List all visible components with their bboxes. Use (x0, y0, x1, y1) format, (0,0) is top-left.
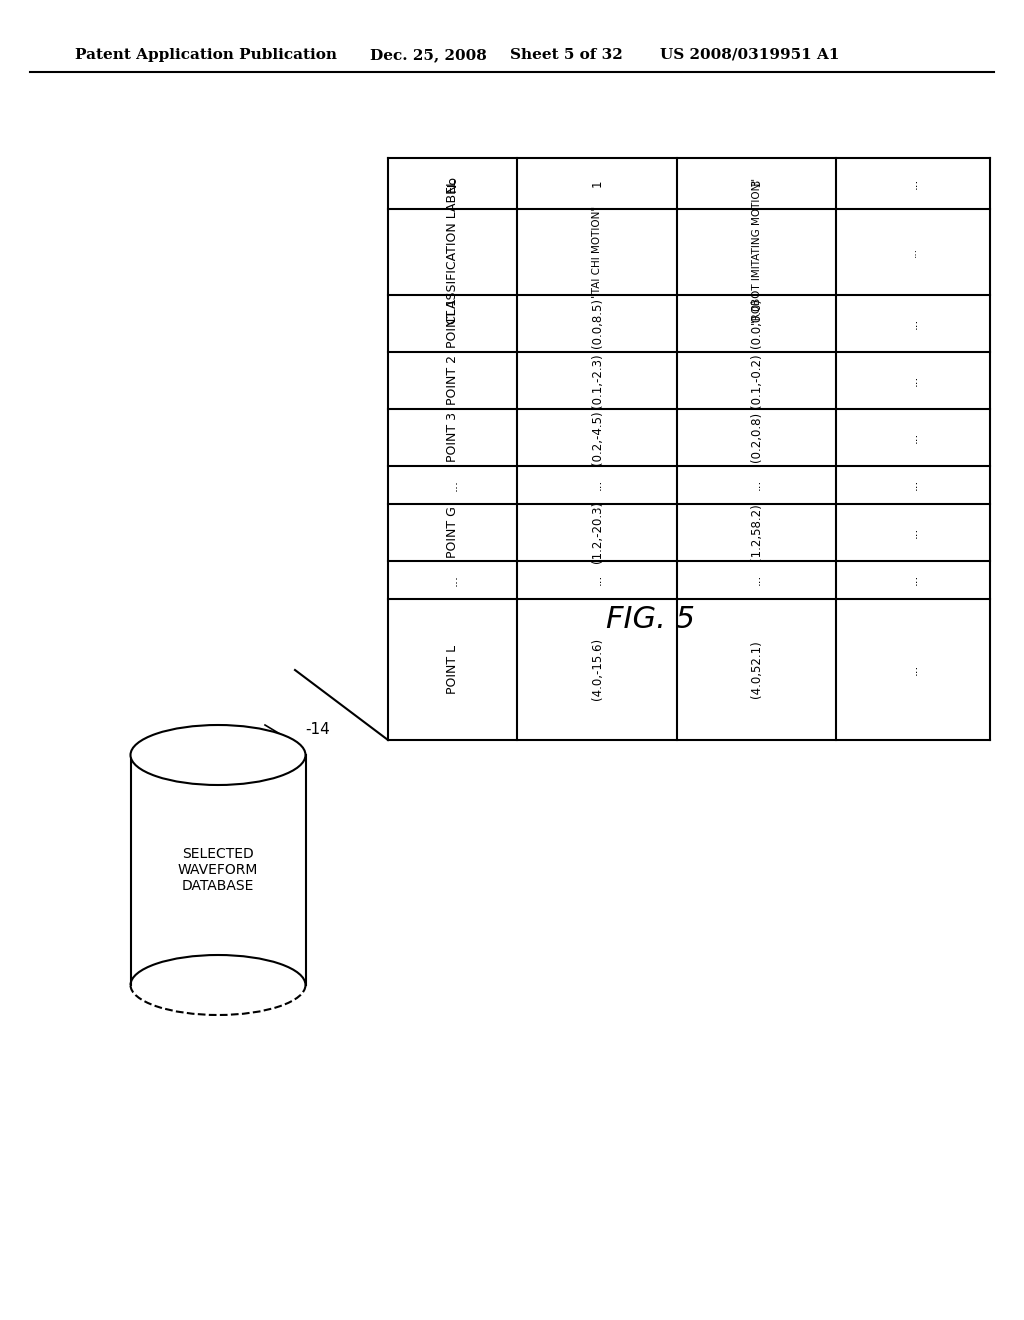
Text: ...: ... (906, 432, 920, 444)
Text: (1.2,-20.3): (1.2,-20.3) (591, 502, 604, 564)
Text: ...: ... (751, 479, 763, 491)
Text: ...: ... (446, 479, 459, 491)
Text: No: No (446, 174, 459, 191)
Text: POINT 3: POINT 3 (446, 412, 459, 462)
Text: -14: -14 (305, 722, 330, 738)
Text: CLASSIFICATION LABEL: CLASSIFICATION LABEL (446, 180, 459, 325)
Text: (4.0,52.1): (4.0,52.1) (751, 640, 763, 698)
Text: ...: ... (906, 574, 920, 585)
Text: 1: 1 (591, 180, 604, 187)
Text: ...: ... (906, 375, 920, 385)
Text: ...: ... (591, 574, 604, 585)
Text: (0.0,0.0): (0.0,0.0) (751, 298, 763, 348)
Text: (4.0,-15.6): (4.0,-15.6) (591, 639, 604, 701)
Text: "ROBOT IMITATING MOTION": "ROBOT IMITATING MOTION" (752, 178, 762, 325)
Text: ...: ... (751, 574, 763, 585)
Text: ...: ... (591, 479, 604, 491)
Text: (0.2,0.8): (0.2,0.8) (751, 412, 763, 462)
Text: (0.2,-4.5): (0.2,-4.5) (591, 411, 604, 465)
Bar (130, 755, 305, 985)
Text: SELECTED
WAVEFORM
DATABASE: SELECTED WAVEFORM DATABASE (178, 847, 258, 894)
Text: ...: ... (906, 527, 920, 537)
Text: (0.0,8.5): (0.0,8.5) (591, 298, 604, 348)
Text: (0.1,-2.3): (0.1,-2.3) (591, 352, 604, 408)
Ellipse shape (130, 725, 305, 785)
Text: POINT 1: POINT 1 (446, 298, 459, 348)
Text: ...: ... (908, 247, 919, 257)
Text: POINT G: POINT G (446, 507, 459, 558)
Text: Dec. 25, 2008: Dec. 25, 2008 (370, 48, 486, 62)
Text: US 2008/0319951 A1: US 2008/0319951 A1 (660, 48, 840, 62)
Text: Patent Application Publication: Patent Application Publication (75, 48, 337, 62)
Text: POINT 2: POINT 2 (446, 355, 459, 405)
Text: ...: ... (906, 664, 920, 675)
Text: ...: ... (906, 318, 920, 329)
Text: "TAI CHI MOTION": "TAI CHI MOTION" (592, 206, 602, 298)
Text: ...: ... (446, 574, 459, 586)
Text: FIG. 5: FIG. 5 (605, 606, 694, 635)
Text: ...: ... (906, 479, 920, 491)
Text: POINT L: POINT L (446, 644, 459, 694)
Text: (1.2,58.2): (1.2,58.2) (751, 503, 763, 561)
Text: (0.1,-0.2): (0.1,-0.2) (751, 352, 763, 408)
Text: Sheet 5 of 32: Sheet 5 of 32 (510, 48, 623, 62)
Text: 3: 3 (751, 180, 763, 187)
Text: ...: ... (906, 178, 920, 189)
